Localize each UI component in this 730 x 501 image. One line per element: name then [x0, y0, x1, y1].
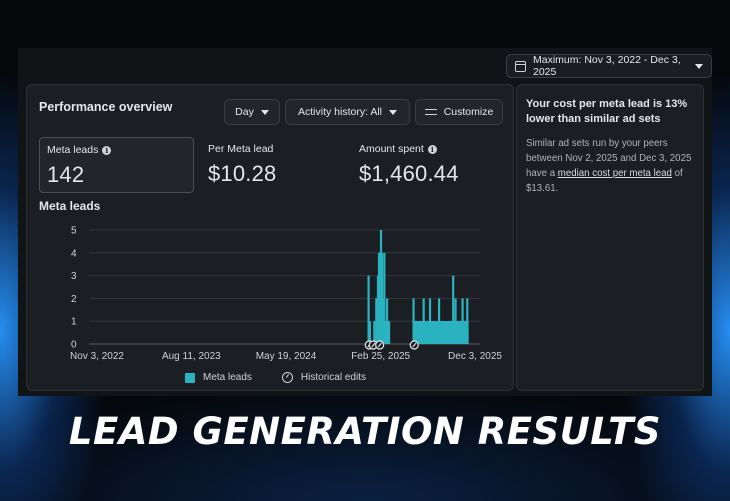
benchmark-insight-panel: Your cost per meta lead is 13% lower tha…: [516, 84, 704, 391]
meta-leads-chart: 0 1 2 3 4 5 Nov 3, 2022 Aug 11, 2023 May 19, 202…: [70, 226, 502, 363]
bar: [373, 321, 376, 344]
chevron-down-icon: [695, 63, 703, 69]
bar: [452, 275, 455, 344]
customize-label: Customize: [443, 106, 494, 118]
metric-value: $1,460.44: [359, 161, 459, 186]
date-range-picker[interactable]: Maximum: Nov 3, 2022 - Dec 3, 2025: [506, 54, 712, 78]
headline: LEAD GENERATION RESULTS: [68, 410, 662, 453]
metric-label-row: Meta leads i: [47, 144, 186, 156]
metric-card-per-meta-lead[interactable]: Per Meta lead $10.28: [208, 137, 277, 193]
y-tick-label: 3: [71, 271, 77, 282]
calendar-icon: [515, 60, 526, 72]
legend-swatch-meta-leads: [185, 372, 195, 383]
date-range-label: Maximum: Nov 3, 2022 - Dec 3, 2025: [533, 54, 681, 78]
bar: [375, 298, 378, 344]
x-tick-label: Dec 3, 2025: [448, 351, 502, 362]
legend-label-historical-edits: Historical edits: [300, 372, 366, 383]
metric-card-amount-spent[interactable]: Amount spent i $1,460.44: [359, 137, 459, 193]
customize-icon: [424, 107, 437, 117]
y-tick-label: 4: [71, 248, 77, 259]
bar: [467, 321, 469, 344]
customize-button[interactable]: Customize: [415, 99, 503, 125]
insight-text-before: Similar ad sets run by your peers betwee…: [526, 138, 692, 179]
history-icon: [281, 372, 293, 383]
bar: [385, 298, 389, 344]
y-tick-label: 0: [71, 340, 77, 351]
metric-card-meta-leads[interactable]: Meta leads i 142: [39, 137, 194, 193]
metric-label: Per Meta lead: [208, 143, 274, 155]
bar: [368, 321, 372, 344]
info-icon[interactable]: i: [102, 145, 112, 155]
x-tick-label: Nov 3, 2022: [70, 351, 124, 362]
bar: [387, 321, 391, 344]
metric-value: 142: [47, 162, 85, 187]
metric-value: $10.28: [208, 161, 277, 186]
bar: [367, 275, 370, 344]
metric-label-row: Amount spent i: [359, 143, 459, 155]
y-tick-label: 2: [71, 294, 77, 305]
metric-label: Amount spent: [359, 143, 424, 155]
activity-history-label: Activity history: All: [297, 106, 383, 118]
insight-body: Similar ad sets run by your peers betwee…: [526, 136, 694, 196]
x-tick-label: May 19, 2024: [256, 351, 317, 362]
chart-title: Meta leads: [39, 199, 101, 213]
performance-overview-panel: Performance overview Day Activity histor…: [26, 84, 514, 391]
granularity-label: Day: [235, 106, 254, 118]
legend-label-meta-leads: Meta leads: [203, 372, 252, 383]
activity-history-dropdown[interactable]: Activity history: All: [285, 99, 410, 125]
panel-title: Performance overview: [39, 100, 173, 114]
y-tick-label: 5: [71, 226, 77, 237]
bar: [384, 321, 387, 344]
chevron-down-icon: [260, 109, 269, 115]
x-tick-label: Feb 25, 2025: [351, 351, 410, 362]
chart-legend: Meta leads Historical edits: [185, 372, 366, 383]
info-icon[interactable]: i: [427, 144, 437, 154]
insight-title: Your cost per meta lead is 13% lower tha…: [526, 98, 688, 125]
median-cost-link[interactable]: median cost per meta lead: [557, 168, 672, 179]
metric-label: Meta leads: [47, 144, 99, 156]
y-tick-label: 1: [71, 317, 77, 328]
metric-label-row: Per Meta lead: [208, 143, 277, 155]
chevron-down-icon: [389, 109, 398, 115]
insight-text-after: of $13.61.: [526, 168, 683, 194]
granularity-dropdown[interactable]: Day: [224, 99, 280, 125]
historical-edit-marker-stroke: [412, 342, 417, 348]
historical-edit-marker-stroke: [371, 342, 376, 348]
x-tick-label: Aug 11, 2023: [162, 351, 221, 362]
bar: [381, 298, 385, 344]
bar: [377, 252, 381, 344]
historical-edit-marker-stroke: [377, 342, 382, 348]
bar: [383, 252, 386, 344]
